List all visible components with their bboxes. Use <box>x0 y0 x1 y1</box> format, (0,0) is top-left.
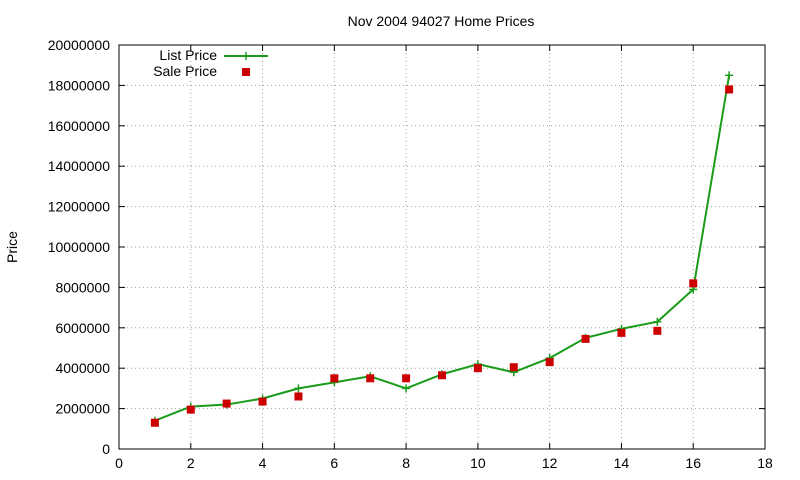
sale-price-point <box>438 371 446 380</box>
series-layer <box>150 71 734 427</box>
x-tick-label: 10 <box>470 455 486 471</box>
series-line-list-price <box>154 75 731 422</box>
x-tick-label: 2 <box>187 455 195 471</box>
x-tick-label: 8 <box>402 455 410 471</box>
legend-marker-list-price <box>242 52 250 60</box>
legend: List Price Sale Price <box>153 47 268 79</box>
chart-title: Nov 2004 94027 Home Prices <box>348 13 535 29</box>
x-tick-label: 6 <box>330 455 338 471</box>
sale-price-point <box>294 392 303 401</box>
y-tick-label: 6000000 <box>55 320 110 336</box>
x-tick-label: 18 <box>757 455 773 471</box>
sale-price-point <box>545 358 554 367</box>
y-axis-label: Price <box>4 231 20 263</box>
y-tick-label: 8000000 <box>55 279 110 295</box>
list-price-point <box>402 384 411 393</box>
list-price-point <box>725 71 734 80</box>
x-tick-label: 16 <box>685 455 701 471</box>
list-price-point <box>653 317 662 326</box>
axis-ticks: 0 2 4 6 8 10 12 14 16 18 0 2000000 4000000 6000000 800… <box>48 37 773 471</box>
legend-label-list-price: List Price <box>159 47 217 63</box>
y-tick-label: 14000000 <box>48 158 111 174</box>
y-tick-label: 18000000 <box>48 77 111 93</box>
y-tick-label: 20000000 <box>48 37 111 53</box>
sale-price-point <box>258 397 267 406</box>
x-tick-label: 12 <box>542 455 558 471</box>
y-tick-label: 4000000 <box>55 360 110 376</box>
sale-price-point <box>222 399 231 408</box>
sale-price-point <box>689 279 698 288</box>
y-tick-label: 0 <box>102 441 110 457</box>
sale-price-point <box>150 418 159 427</box>
y-tick-label: 2000000 <box>55 401 110 417</box>
sale-price-point <box>509 363 518 372</box>
legend-label-sale-price: Sale Price <box>153 63 217 79</box>
sale-price-point <box>653 326 662 335</box>
sale-price-point <box>725 85 734 94</box>
legend-marker-sale-price <box>242 68 250 76</box>
grid <box>119 45 765 449</box>
sale-price-point <box>402 374 411 383</box>
x-tick-label: 4 <box>259 455 267 471</box>
sale-price-point <box>473 364 482 373</box>
plot-frame <box>118 44 766 450</box>
sale-price-point <box>330 374 339 383</box>
y-tick-label: 12000000 <box>48 199 111 215</box>
sale-price-point <box>581 334 590 343</box>
sale-price-point <box>617 328 626 337</box>
y-tick-label: 10000000 <box>48 239 111 255</box>
x-tick-label: 14 <box>614 455 630 471</box>
y-tick-label: 16000000 <box>48 118 111 134</box>
sale-price-point <box>186 405 195 414</box>
x-tick-label: 0 <box>115 455 123 471</box>
sale-price-point <box>366 374 375 383</box>
list-price-point <box>294 384 303 393</box>
